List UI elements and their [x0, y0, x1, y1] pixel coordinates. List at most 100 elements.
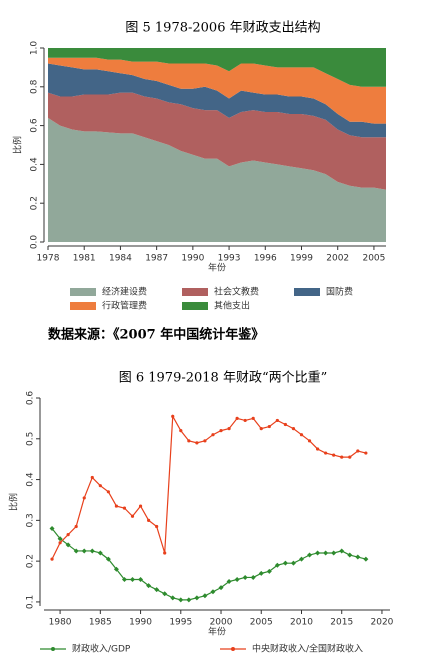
area: [48, 117, 386, 242]
y-tick-label: 0.2: [30, 196, 40, 210]
marker: [282, 560, 288, 566]
marker: [170, 595, 176, 601]
legend-label: 国防费: [326, 286, 353, 298]
marker: [226, 579, 232, 585]
marker: [315, 447, 320, 451]
x-tick-label: 2000: [210, 618, 233, 628]
marker: [291, 426, 296, 431]
marker: [178, 597, 184, 603]
y-tick-label: 0.1: [26, 595, 36, 609]
marker: [250, 574, 256, 580]
marker: [340, 455, 344, 459]
marker: [307, 552, 313, 558]
line: [51, 414, 367, 560]
area: [48, 92, 386, 190]
chart-title: 图 5 1978-2006 年财政支出结构: [125, 21, 320, 36]
legend-marker: [51, 647, 55, 651]
marker: [57, 536, 63, 542]
x-tick-label: 1990: [129, 618, 152, 628]
x-tick-label: 1990: [181, 254, 204, 264]
marker: [138, 504, 143, 508]
marker: [339, 548, 345, 554]
marker: [90, 475, 94, 480]
legend-swatch: [70, 302, 96, 310]
marker: [130, 514, 135, 518]
legend-swatch: [294, 288, 320, 296]
x-tick-label: 1978: [37, 254, 60, 264]
marker: [171, 414, 175, 418]
marker: [82, 496, 86, 500]
x-tick-label: 2020: [371, 618, 394, 628]
y-axis-label: 比例: [8, 493, 20, 511]
marker: [298, 556, 304, 562]
x-tick-label: 1985: [89, 618, 112, 628]
marker: [186, 597, 192, 603]
legend-label: 财政收入/GDP: [72, 643, 131, 655]
marker: [66, 533, 70, 537]
marker: [235, 416, 239, 420]
marker: [97, 550, 103, 556]
marker: [331, 550, 337, 556]
x-tick-label: 1981: [73, 254, 96, 264]
legend-label: 经济建设费: [102, 286, 147, 298]
legend-swatch: [182, 288, 208, 296]
marker: [154, 587, 160, 593]
marker: [267, 424, 271, 429]
marker: [155, 524, 159, 529]
y-tick-label: 0.6: [26, 391, 36, 406]
marker: [275, 418, 279, 423]
marker: [299, 433, 304, 437]
marker: [49, 526, 55, 532]
marker: [89, 548, 95, 554]
marker: [121, 576, 127, 582]
y-tick-label: 0.3: [26, 513, 36, 527]
y-axis-label: 比例: [12, 136, 24, 154]
line: [51, 528, 367, 601]
x-axis-label: 年份: [208, 262, 226, 274]
legend-swatch: [70, 288, 96, 296]
marker: [179, 429, 183, 433]
area: [48, 57, 386, 124]
marker: [162, 591, 168, 597]
source-note: 数据来源：《2007 年中国统计年鉴》: [48, 327, 264, 343]
marker: [73, 548, 79, 554]
legend-marker: [231, 647, 235, 651]
chart-title: 图 6 1979-2018 年财政“两个比重”: [119, 370, 328, 386]
legend-label: 社会文教费: [214, 286, 259, 298]
marker: [98, 484, 102, 488]
x-tick-label: 1996: [254, 254, 277, 264]
marker: [259, 426, 263, 431]
marker: [315, 550, 321, 556]
y-tick-label: 0.6: [30, 118, 40, 133]
marker: [243, 418, 247, 423]
marker: [332, 453, 336, 457]
marker: [202, 593, 208, 599]
area: [48, 48, 386, 87]
marker: [219, 429, 223, 433]
legend-label: 其他支出: [214, 300, 250, 312]
marker: [234, 576, 240, 582]
marker: [122, 506, 127, 510]
marker: [274, 562, 280, 568]
x-tick-label: 2005: [362, 254, 385, 264]
y-tick-label: 0.8: [30, 79, 40, 94]
x-tick-label: 2005: [250, 618, 273, 628]
marker: [323, 550, 329, 556]
marker: [242, 574, 248, 580]
marker: [147, 518, 151, 522]
marker: [65, 542, 71, 548]
marker: [130, 576, 136, 582]
y-tick-label: 1.0: [30, 41, 40, 56]
marker: [363, 556, 369, 562]
marker: [74, 524, 78, 529]
marker: [211, 433, 215, 437]
marker: [324, 451, 328, 455]
marker: [113, 566, 119, 572]
x-tick-label: 1995: [169, 618, 192, 628]
marker: [163, 551, 167, 555]
marker: [105, 556, 111, 562]
marker: [356, 449, 360, 453]
marker: [203, 439, 207, 443]
marker: [138, 576, 144, 582]
